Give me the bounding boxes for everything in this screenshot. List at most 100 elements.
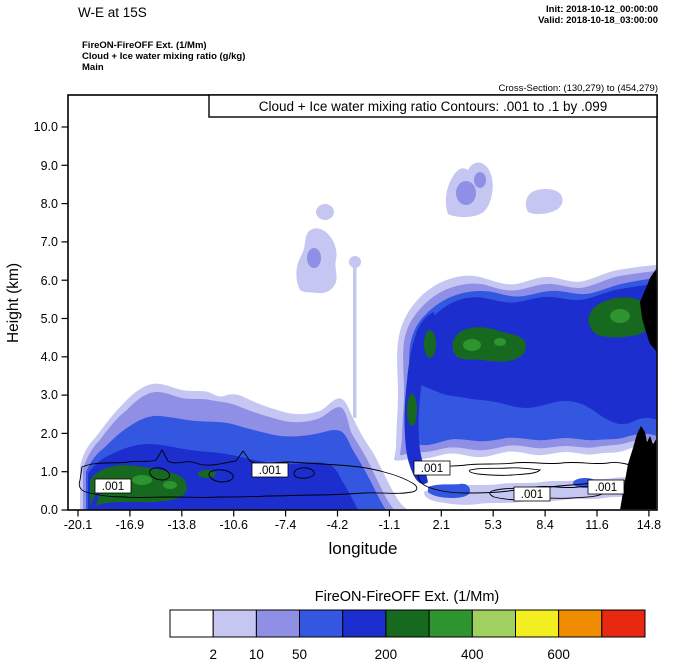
contour-label-text: .001 [595, 482, 617, 494]
figure-title: W-E at 15S [78, 5, 147, 20]
contour-label-5: .001 [587, 479, 625, 495]
x-tick: -13.8 [168, 518, 197, 532]
filled-contour-field [80, 162, 657, 510]
y-tick: 4.0 [41, 350, 58, 364]
shade-east-deep-blue-left-wall [404, 312, 435, 484]
contour-label-2: .001 [251, 462, 289, 478]
colorbar-cell-3 [255, 609, 301, 638]
cloud-contour-west-inner-3 [293, 467, 315, 479]
shade-east-green-spot-3 [610, 309, 630, 323]
shade-east-green-spot-1 [463, 339, 481, 351]
colorbar-label: 600 [547, 647, 570, 662]
y-tick: 6.0 [41, 274, 58, 288]
contour-label-4: .001 [513, 486, 551, 502]
shade-west-green-spot-2 [132, 475, 152, 485]
shade-upper-patch-periwinkle-2 [474, 172, 486, 188]
field-line-2: Cloud + Ice water mixing ratio (g/kg) [82, 51, 245, 62]
colorbar-cell-2 [212, 609, 257, 638]
contour-label-text: .001 [259, 465, 281, 477]
shade-west-green-spot-3 [163, 481, 177, 489]
x-axis-title: longitude [328, 539, 397, 558]
x-tick: 5.3 [485, 518, 502, 532]
colorbar-label: 10 [249, 647, 264, 662]
legend-title: FireON-FireOFF Ext. (1/Mm) [315, 589, 499, 605]
y-tick: 3.0 [41, 388, 58, 402]
colorbar-cell-8 [471, 609, 516, 638]
shade-mid-patch-periwinkle [307, 248, 321, 268]
colorbar-cell-9 [515, 609, 560, 638]
colorbar-label: 200 [375, 647, 398, 662]
x-tick: -16.9 [116, 518, 145, 532]
colorbar-cell-10 [558, 609, 603, 638]
shade-east-dark-green-sliver [424, 330, 436, 358]
contour-label-3: .001 [413, 460, 451, 476]
shade-east-dark-green-left-edge [407, 394, 417, 426]
x-tick: -10.6 [219, 518, 248, 532]
field-line-3: Main [82, 62, 104, 73]
init-time-label: Init: 2018-10-12_00:00:00 [546, 4, 658, 15]
colorbar-label: 2 [209, 647, 217, 662]
figure-header: W-E at 15S Init: 2018-10-12_00:00:00 Val… [78, 4, 658, 94]
shade-upper-patch-east [525, 189, 563, 215]
shade-thin-column [353, 266, 357, 418]
colorbar-cell-7 [428, 609, 473, 638]
terrain-silhouette [620, 426, 657, 510]
shade-west-dark-green [90, 465, 187, 506]
colorbar-cell-5 [342, 609, 387, 638]
cloud-contour-east-inner [469, 467, 541, 476]
shade-east-dark-green-core [452, 327, 526, 362]
colorbar-label: 400 [461, 647, 484, 662]
contour-label-text: .001 [521, 489, 543, 501]
y-tick: 5.0 [41, 312, 58, 326]
legend: FireON-FireOFF Ext. (1/Mm) 2 10 50 200 4… [169, 589, 646, 662]
colorbar-cell-6 [385, 609, 430, 638]
y-tick-labels: 0.0 1.0 2.0 3.0 4.0 5.0 6.0 7.0 8.0 9.0 … [34, 120, 58, 517]
y-tick: 0.0 [41, 503, 58, 517]
x-tick: -20.1 [64, 518, 93, 532]
cloud-contour-west-inner-1 [149, 467, 171, 481]
cloud-contour-east [417, 461, 641, 494]
x-tick: 2.1 [433, 518, 450, 532]
x-tick: 11.6 [585, 518, 608, 532]
contour-label-text: .001 [102, 481, 124, 493]
y-tick: 7.0 [41, 235, 58, 249]
y-tick: 2.0 [41, 427, 58, 441]
cross-section-coords-label: Cross-Section: (130,279) to (454,279) [499, 83, 658, 94]
shade-east-green-spot-2 [494, 338, 506, 346]
axis-ticks [61, 126, 650, 517]
contour-labels: .001 .001 .001 .001 .001 [94, 460, 625, 502]
colorbar-cell-1 [169, 609, 214, 638]
shade-thin-column-top [349, 256, 361, 268]
y-axis-title: Height (km) [5, 263, 22, 343]
y-tick: 10.0 [34, 120, 58, 134]
x-tick-labels: -20.1 -16.9 -13.8 -10.6 -7.4 -4.2 -1.1 2… [64, 518, 661, 532]
x-tick: -7.4 [275, 518, 297, 532]
contour-label-1: .001 [94, 478, 132, 494]
contour-label-text: .001 [421, 463, 443, 475]
colorbar [169, 609, 646, 638]
in-plot-title: Cloud + Ice water mixing ratio Contours:… [259, 99, 608, 114]
y-tick: 1.0 [41, 465, 58, 479]
colorbar-cell-4 [299, 609, 344, 638]
colorbar-tick-labels: 2 10 50 200 400 600 [209, 647, 569, 662]
x-tick: 14.8 [637, 518, 661, 532]
y-tick: 9.0 [41, 159, 58, 173]
shade-upper-patch-periwinkle-1 [456, 181, 476, 205]
in-plot-title-box: Cloud + Ice water mixing ratio Contours:… [208, 94, 658, 118]
cloud-contour-west-inner-2 [208, 469, 234, 483]
mask-black-right-edge [640, 269, 657, 352]
valid-time-label: Valid: 2018-10-18_03:00:00 [538, 15, 658, 26]
y-tick: 8.0 [41, 197, 58, 211]
shade-bottom-band-blue-1 [428, 483, 470, 498]
x-tick: -4.2 [327, 518, 349, 532]
x-tick: 8.4 [536, 518, 553, 532]
colorbar-cell-11 [601, 609, 646, 638]
shade-mid-patch-small [316, 204, 334, 220]
cloud-contour-west [78, 449, 418, 498]
x-tick: -1.1 [379, 518, 401, 532]
shade-west-dark-green-spot [198, 470, 216, 478]
field-line-1: FireON-FireOFF Ext. (1/Mm) [82, 40, 207, 51]
colorbar-label: 50 [292, 647, 307, 662]
